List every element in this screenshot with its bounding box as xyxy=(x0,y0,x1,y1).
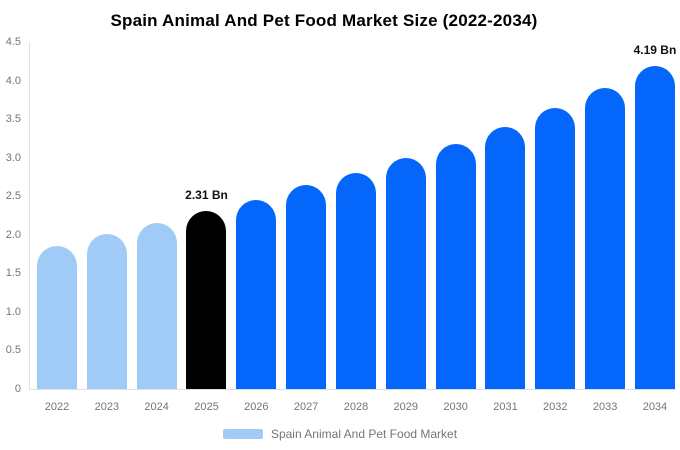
y-tick-3.0: 3.0 xyxy=(5,151,21,164)
bar-2029: 2029 xyxy=(385,157,426,413)
y-tick-2.5: 2.5 xyxy=(5,190,21,203)
x-tick-2025: 2025 xyxy=(194,401,219,413)
y-tick-4.0: 4.0 xyxy=(5,74,21,87)
chart-title: Spain Animal And Pet Food Market Size (2… xyxy=(110,11,538,30)
bar-2025: 2025 2.31 Bn xyxy=(185,188,228,413)
y-tick-0: 0 xyxy=(14,383,21,395)
x-tick-2022: 2022 xyxy=(44,401,70,413)
bar-2034: 2034 4.19 Bn xyxy=(634,43,677,413)
bar-series: 2022 2023 2024 2025 2.31 Bn 2026 2027 2028 2029 2… xyxy=(37,42,677,413)
x-tick-2029: 2029 xyxy=(393,401,419,413)
y-axis-tick-labels: 0 0.5 1.0 1.5 2.0 2.5 3.0 3.5 4.0 4.5 xyxy=(0,36,21,395)
bar-2026: 2026 xyxy=(236,200,277,413)
y-tick-4.5: 4.5 xyxy=(5,36,21,48)
legend: Spain Animal And Pet Food Market xyxy=(0,427,680,441)
bar-2027: 2027 xyxy=(286,185,327,413)
x-tick-2033: 2033 xyxy=(592,401,618,413)
bar-2028: 2028 xyxy=(335,173,376,413)
y-tick-2.0: 2.0 xyxy=(5,228,21,241)
x-tick-2024: 2024 xyxy=(144,401,169,413)
x-tick-2032: 2032 xyxy=(543,401,568,413)
bar-2032: 2032 xyxy=(535,107,576,413)
x-tick-2028: 2028 xyxy=(343,401,369,413)
x-tick-2034: 2034 xyxy=(642,401,668,413)
annotation-2034: 4.19 Bn xyxy=(633,42,677,57)
legend-swatch xyxy=(222,429,263,439)
x-axis-line xyxy=(29,389,676,390)
y-tick-0.5: 0.5 xyxy=(5,344,21,357)
annotation-2025: 2.31 Bn xyxy=(185,187,228,202)
y-tick-3.5: 3.5 xyxy=(5,113,21,126)
y-tick-1.5: 1.5 xyxy=(5,267,21,280)
bar-2033: 2033 xyxy=(585,88,626,413)
x-tick-2031: 2031 xyxy=(493,401,518,413)
bar-2023: 2023 xyxy=(86,234,127,413)
bar-2022: 2022 xyxy=(37,246,77,413)
y-tick-1.0: 1.0 xyxy=(5,305,21,318)
x-tick-2023: 2023 xyxy=(94,401,120,413)
bar-2030: 2030 xyxy=(435,143,476,413)
y-axis-line xyxy=(29,42,30,390)
x-tick-2030: 2030 xyxy=(443,401,468,413)
x-tick-2026: 2026 xyxy=(244,401,269,413)
bar-2024: 2024 xyxy=(136,223,177,413)
legend-label: Spain Animal And Pet Food Market xyxy=(270,427,458,441)
x-tick-2027: 2027 xyxy=(293,401,319,413)
bar-2031: 2031 xyxy=(485,126,526,413)
